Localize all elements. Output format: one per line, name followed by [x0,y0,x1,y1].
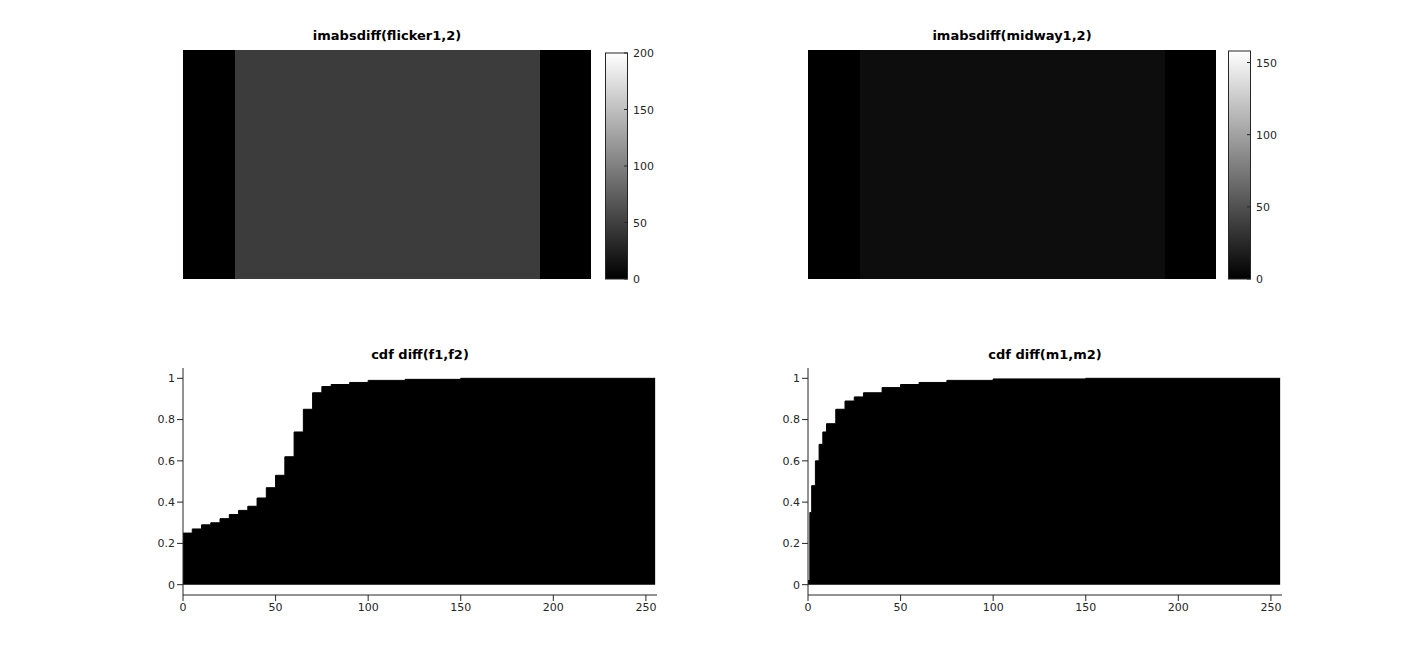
svg-text:150: 150 [633,104,654,117]
svg-text:100: 100 [358,601,379,614]
svg-text:0.4: 0.4 [783,496,801,509]
html-text:imabsdiff(midway1,2): imabsdiff(midway1,2) [932,28,1092,43]
svg-text:50: 50 [269,601,283,614]
svg-text:0: 0 [168,579,175,592]
svg-text:250: 250 [1260,601,1281,614]
svg-text:150: 150 [1075,601,1096,614]
svg-text:0: 0 [633,273,640,286]
svg-text:50: 50 [633,217,647,230]
svg-text:0: 0 [1256,273,1263,286]
svg-text:1: 1 [793,372,800,385]
svg-text:150: 150 [1256,57,1277,70]
html-text:cdf diff(m1,m2): cdf diff(m1,m2) [988,347,1102,362]
svg-text:0.2: 0.2 [158,537,176,550]
svg-text:50: 50 [894,601,908,614]
svg-text:200: 200 [543,601,564,614]
svg-text:0: 0 [793,579,800,592]
svg-text:100: 100 [1256,129,1277,142]
svg-text:200: 200 [1168,601,1189,614]
svg-text:0.8: 0.8 [158,413,176,426]
svg-text:0.2: 0.2 [783,537,801,550]
svg-text:250: 250 [635,601,656,614]
svg-text:0.6: 0.6 [158,455,176,468]
svg-text:1: 1 [168,372,175,385]
svg-text:200: 200 [633,47,654,60]
svg-text:150: 150 [450,601,471,614]
svg-text:0.4: 0.4 [158,496,176,509]
svg-text:0: 0 [180,601,187,614]
svg-text:100: 100 [633,160,654,173]
svg-text:0: 0 [805,601,812,614]
svg-text:0.6: 0.6 [783,455,801,468]
svg-text:100: 100 [983,601,1004,614]
svg-text:50: 50 [1256,201,1270,214]
svg-text:0.8: 0.8 [783,413,801,426]
html-text:imabsdiff(flicker1,2): imabsdiff(flicker1,2) [312,28,462,43]
html-text:cdf diff(f1,f2): cdf diff(f1,f2) [371,347,469,362]
